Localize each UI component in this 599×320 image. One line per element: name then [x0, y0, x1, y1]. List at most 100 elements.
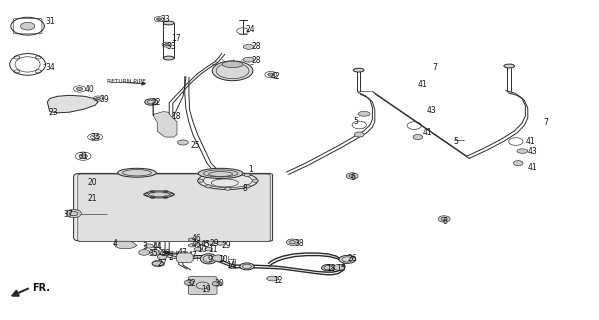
- Circle shape: [79, 154, 87, 158]
- Circle shape: [268, 73, 274, 76]
- Text: FR.: FR.: [32, 283, 50, 293]
- Text: 30: 30: [214, 279, 225, 288]
- Polygon shape: [114, 241, 137, 249]
- Circle shape: [66, 209, 81, 218]
- Circle shape: [355, 132, 364, 137]
- Text: 31: 31: [46, 17, 55, 26]
- Ellipse shape: [243, 57, 254, 62]
- Text: 11: 11: [208, 245, 217, 254]
- Text: 25: 25: [190, 141, 200, 150]
- Polygon shape: [176, 253, 193, 263]
- Circle shape: [184, 280, 193, 285]
- Text: 6: 6: [351, 173, 356, 182]
- Ellipse shape: [117, 168, 156, 177]
- Text: VENT PIPE: VENT PIPE: [158, 252, 188, 257]
- Circle shape: [225, 171, 231, 174]
- Text: 47: 47: [187, 251, 197, 260]
- Text: 47: 47: [177, 248, 187, 257]
- Ellipse shape: [144, 244, 153, 248]
- FancyBboxPatch shape: [188, 276, 217, 294]
- Ellipse shape: [145, 99, 158, 105]
- Text: 44: 44: [153, 242, 163, 251]
- Text: 3: 3: [143, 242, 147, 251]
- Text: 6: 6: [443, 217, 448, 226]
- Ellipse shape: [267, 276, 279, 281]
- Ellipse shape: [333, 265, 345, 270]
- Text: 36: 36: [161, 250, 170, 259]
- Ellipse shape: [198, 172, 258, 189]
- Text: 15: 15: [337, 264, 346, 273]
- Polygon shape: [153, 102, 177, 137]
- Text: 8: 8: [243, 184, 247, 193]
- Ellipse shape: [198, 168, 243, 179]
- Ellipse shape: [353, 68, 364, 72]
- Ellipse shape: [504, 64, 515, 68]
- Text: 46: 46: [192, 240, 202, 249]
- Bar: [164, 23, 174, 58]
- Text: 7: 7: [432, 63, 437, 72]
- Text: 10: 10: [218, 255, 228, 264]
- Circle shape: [157, 18, 162, 20]
- Text: 34: 34: [90, 133, 100, 142]
- Text: 33: 33: [161, 15, 171, 24]
- Ellipse shape: [164, 21, 174, 25]
- Text: 24: 24: [246, 25, 255, 34]
- Ellipse shape: [358, 111, 370, 116]
- Text: 41: 41: [418, 80, 428, 89]
- Circle shape: [20, 22, 35, 30]
- Ellipse shape: [222, 61, 243, 68]
- Text: 9: 9: [207, 255, 212, 264]
- Circle shape: [150, 250, 161, 255]
- Text: 4: 4: [113, 239, 118, 248]
- Text: 22: 22: [152, 98, 161, 107]
- Circle shape: [252, 179, 258, 182]
- Circle shape: [286, 239, 298, 245]
- Text: 23: 23: [49, 108, 58, 117]
- Circle shape: [225, 187, 231, 190]
- Circle shape: [212, 281, 222, 286]
- Ellipse shape: [322, 265, 335, 271]
- Text: 43: 43: [528, 147, 537, 156]
- Text: 46: 46: [192, 234, 202, 243]
- Circle shape: [346, 173, 358, 179]
- Text: 12: 12: [273, 276, 283, 285]
- Circle shape: [139, 250, 150, 255]
- Circle shape: [96, 97, 101, 100]
- Ellipse shape: [212, 61, 253, 81]
- Text: 35: 35: [149, 250, 159, 259]
- Polygon shape: [47, 95, 98, 113]
- Polygon shape: [74, 173, 273, 241]
- Ellipse shape: [188, 244, 195, 247]
- Text: 10: 10: [197, 245, 207, 254]
- Text: 5: 5: [453, 137, 459, 146]
- Circle shape: [244, 173, 250, 177]
- Text: 28: 28: [252, 56, 261, 65]
- Circle shape: [205, 185, 211, 188]
- Text: 32: 32: [186, 279, 196, 288]
- Text: 33: 33: [167, 42, 177, 52]
- Text: 2: 2: [168, 253, 173, 262]
- Ellipse shape: [517, 149, 528, 153]
- Text: 14: 14: [226, 261, 236, 270]
- Text: 37: 37: [63, 210, 73, 219]
- Ellipse shape: [205, 247, 213, 251]
- Text: 29: 29: [222, 241, 231, 250]
- Text: 41: 41: [525, 137, 535, 146]
- Text: 1: 1: [249, 165, 253, 174]
- Text: 29: 29: [210, 239, 219, 248]
- Circle shape: [165, 44, 170, 46]
- Text: 38: 38: [295, 239, 304, 248]
- Text: 17: 17: [171, 35, 181, 44]
- Text: 19: 19: [201, 284, 210, 293]
- Circle shape: [152, 260, 164, 267]
- Text: 20: 20: [87, 178, 97, 187]
- Circle shape: [513, 161, 523, 166]
- Text: 42: 42: [271, 72, 280, 81]
- Ellipse shape: [198, 241, 205, 244]
- Ellipse shape: [200, 254, 217, 264]
- Text: 27: 27: [158, 259, 168, 268]
- Text: 41: 41: [528, 163, 537, 172]
- Ellipse shape: [207, 241, 215, 244]
- Circle shape: [205, 173, 211, 177]
- Ellipse shape: [240, 263, 254, 270]
